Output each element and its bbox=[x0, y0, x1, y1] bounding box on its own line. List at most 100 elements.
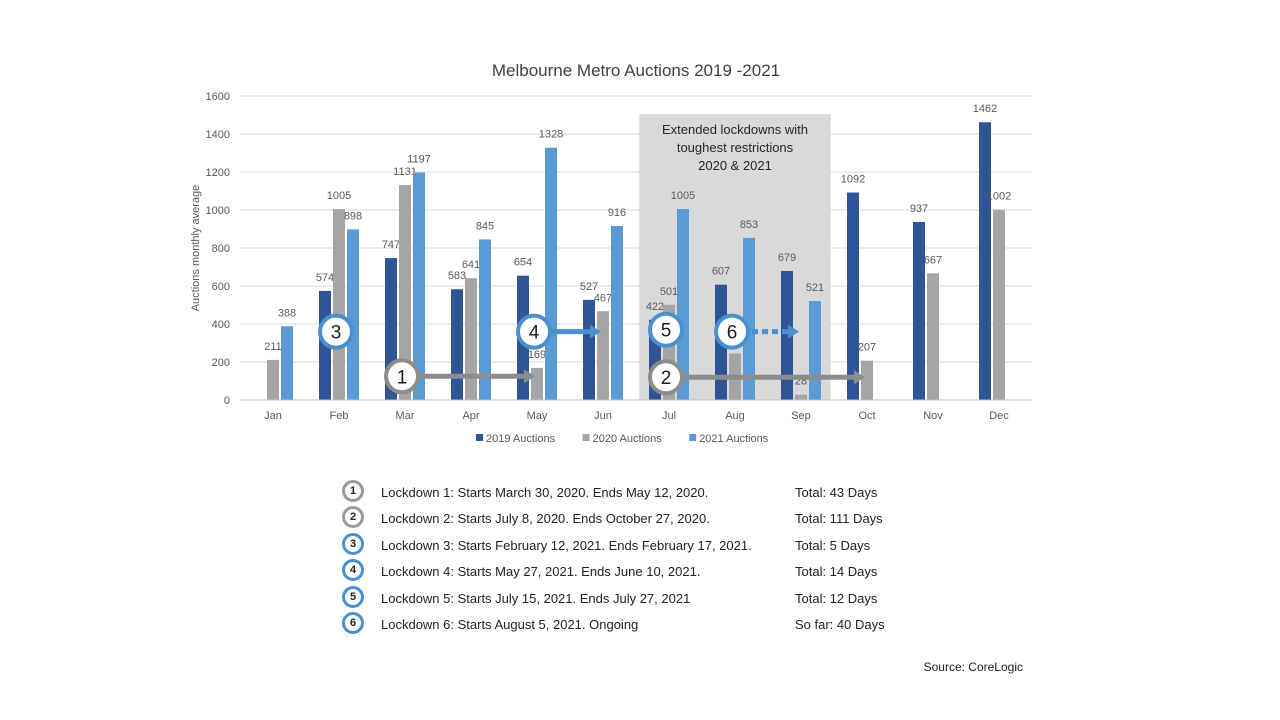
y-tick-label: 1000 bbox=[206, 205, 230, 217]
lockdown-marker-circle bbox=[318, 313, 354, 350]
bar bbox=[413, 172, 425, 400]
legend-label: 2020 Auctions bbox=[593, 433, 663, 445]
x-tick-label: Aug bbox=[725, 410, 745, 422]
lockdown-row: 3 Lockdown 3: Starts February 12, 2021. … bbox=[340, 531, 960, 557]
data-label: 1005 bbox=[327, 190, 351, 202]
data-label: 1005 bbox=[671, 190, 695, 202]
legend-swatch bbox=[582, 434, 590, 441]
y-tick-label: 800 bbox=[212, 243, 230, 255]
data-label: 1328 bbox=[539, 129, 563, 141]
source-note: Source: CoreLogic bbox=[923, 660, 1023, 674]
bar bbox=[597, 311, 609, 400]
data-label: 1002 bbox=[987, 191, 1011, 203]
bar bbox=[545, 147, 557, 400]
data-label: 898 bbox=[344, 210, 362, 222]
lockdown-arrow-head bbox=[854, 370, 865, 385]
bar bbox=[281, 326, 293, 400]
lockdown-arrow-head bbox=[788, 324, 799, 339]
lockdown-arrow-head bbox=[524, 369, 535, 384]
bar bbox=[399, 185, 411, 400]
bar bbox=[979, 122, 991, 400]
lockdown-row: 5 Lockdown 5: Starts July 15, 2021. Ends… bbox=[340, 584, 960, 610]
bar bbox=[347, 229, 359, 400]
data-label: 845 bbox=[476, 220, 494, 232]
bar bbox=[583, 299, 595, 400]
data-label: 916 bbox=[608, 207, 626, 219]
data-label: 527 bbox=[580, 281, 598, 293]
lockdown-description: Lockdown 1: Starts March 30, 2020. Ends … bbox=[381, 485, 709, 500]
x-tick-label: Jun bbox=[594, 410, 612, 422]
bar bbox=[993, 209, 1005, 400]
x-tick-label: Apr bbox=[462, 410, 479, 422]
chart-title: Melbourne Metro Auctions 2019 -2021 bbox=[492, 61, 780, 80]
legend-label: 2021 Auctions bbox=[699, 433, 769, 445]
bar bbox=[809, 301, 821, 400]
y-tick-label: 1600 bbox=[206, 91, 230, 103]
lockdown-marker-number: 4 bbox=[529, 323, 540, 344]
shaded-region-caption: 2020 & 2021 bbox=[698, 158, 772, 173]
bar bbox=[781, 270, 793, 400]
lockdown-number-badge: 4 bbox=[342, 559, 364, 582]
legend-swatch bbox=[476, 434, 483, 441]
data-label: 853 bbox=[740, 219, 758, 231]
y-tick-label: 200 bbox=[212, 357, 230, 369]
x-tick-label: Sep bbox=[791, 410, 811, 422]
lockdown-row: 1 Lockdown 1: Starts March 30, 2020. End… bbox=[340, 478, 960, 504]
data-label: 1462 bbox=[973, 103, 997, 115]
y-axis-label: Auctions monthly average bbox=[190, 185, 202, 312]
bar bbox=[333, 209, 345, 400]
data-label: 747 bbox=[382, 239, 400, 251]
shaded-region-caption: Extended lockdowns with bbox=[662, 122, 808, 137]
lockdown-marker-number: 3 bbox=[331, 323, 342, 344]
bar bbox=[531, 367, 543, 400]
lockdown-marker-circle bbox=[384, 358, 420, 395]
bar bbox=[913, 221, 925, 400]
lockdown-row: 4 Lockdown 4: Starts May 27, 2021. Ends … bbox=[340, 557, 960, 583]
lockdown-total: Total: 12 Days bbox=[795, 590, 878, 606]
lockdown-total: Total: 111 Days bbox=[795, 511, 883, 527]
bar bbox=[927, 273, 939, 400]
data-label: 1092 bbox=[841, 174, 865, 186]
x-tick-label: Dec bbox=[989, 410, 1009, 422]
lockdown-number-badge: 3 bbox=[342, 532, 364, 555]
data-label: 207 bbox=[858, 342, 876, 354]
data-label: 422 bbox=[646, 301, 664, 313]
x-tick-label: Jan bbox=[264, 410, 282, 422]
lockdown-marker-number: 1 bbox=[397, 367, 408, 388]
lockdown-description: Lockdown 4: Starts May 27, 2021. Ends Ju… bbox=[381, 564, 701, 580]
data-label: 607 bbox=[712, 266, 730, 278]
data-label: 501 bbox=[660, 286, 678, 298]
lockdown-number-badge: 5 bbox=[342, 585, 364, 608]
legend-swatch bbox=[689, 434, 697, 441]
bar bbox=[465, 278, 477, 400]
y-tick-label: 0 bbox=[224, 395, 230, 407]
x-tick-label: May bbox=[527, 410, 548, 422]
data-label: 937 bbox=[910, 203, 928, 215]
bar bbox=[795, 394, 807, 400]
lockdown-number-badge: 1 bbox=[342, 480, 364, 502]
bar bbox=[847, 192, 859, 400]
lockdown-total: Total: 14 Days bbox=[795, 564, 878, 580]
y-tick-label: 1400 bbox=[206, 129, 230, 141]
data-label: 679 bbox=[778, 252, 796, 264]
x-tick-label: Nov bbox=[923, 410, 943, 422]
lockdown-marker-number: 2 bbox=[661, 368, 672, 389]
data-label: 1131 bbox=[393, 166, 417, 178]
lockdown-description: Lockdown 3: Starts February 12, 2021. En… bbox=[381, 537, 752, 553]
bar bbox=[479, 239, 491, 400]
lockdown-marker-circle bbox=[648, 311, 684, 348]
data-label: 667 bbox=[924, 254, 942, 266]
lockdown-description: Lockdown 2: Starts July 8, 2020. Ends Oc… bbox=[381, 511, 710, 527]
bar bbox=[267, 359, 279, 400]
x-tick-label: Mar bbox=[396, 410, 415, 422]
shaded-region-caption: toughest restrictions bbox=[677, 140, 794, 155]
bar bbox=[743, 237, 755, 400]
lockdown-total: Total: 5 Days bbox=[795, 537, 871, 553]
x-tick-label: Jul bbox=[662, 410, 676, 422]
lockdown-marker-number: 6 bbox=[727, 323, 738, 344]
data-label: 211 bbox=[264, 341, 282, 353]
lockdown-marker-circle bbox=[516, 313, 552, 350]
x-tick-label: Feb bbox=[330, 410, 349, 422]
lockdown-arrow-head bbox=[590, 324, 601, 339]
lockdown-marker-number: 5 bbox=[661, 321, 672, 342]
